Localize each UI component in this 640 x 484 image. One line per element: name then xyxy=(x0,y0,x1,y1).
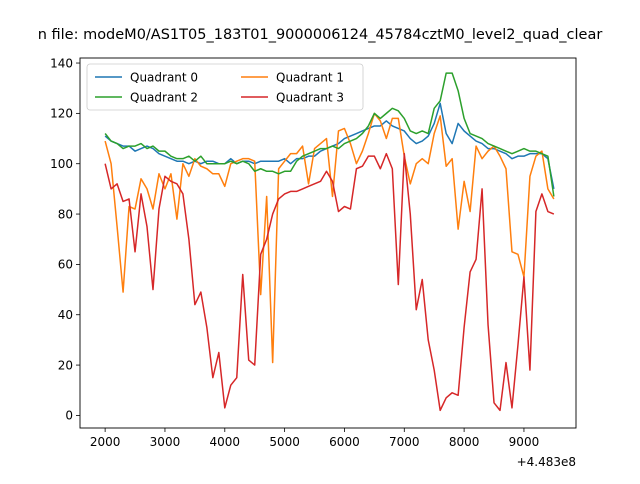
legend: Quadrant 0 Quadrant 1 Quadrant 2 Quadrant 3 xyxy=(86,63,364,111)
x-tick-label: 2000 xyxy=(90,435,121,449)
x-tick-label: 9000 xyxy=(509,435,540,449)
y-tick-label: 60 xyxy=(58,258,73,272)
x-tick-label: 7000 xyxy=(389,435,420,449)
plot-frame xyxy=(79,57,577,429)
y-tick-label: 140 xyxy=(50,56,73,70)
x-tick-label: 4000 xyxy=(210,435,241,449)
x-axis-offset-label: +4.483e8 xyxy=(517,455,576,469)
x-tick-label: 8000 xyxy=(449,435,480,449)
x-tick-label: 6000 xyxy=(329,435,360,449)
series-line-quadrant-3 xyxy=(104,152,555,412)
x-tick-label: 5000 xyxy=(269,435,300,449)
x-tick-label: 3000 xyxy=(150,435,181,449)
legend-box xyxy=(86,63,364,111)
y-axis: 0 20 40 60 80 100 120 140 xyxy=(50,56,80,423)
plot-area xyxy=(104,72,555,412)
legend-label-quadrant-1: Quadrant 1 xyxy=(276,70,344,84)
series-line-quadrant-1 xyxy=(104,112,555,364)
x-axis: 2000 3000 4000 5000 6000 7000 8000 9000 xyxy=(90,428,539,449)
chart-title: n file: modeM0/AS1T05_183T01_9000006124_… xyxy=(38,27,603,43)
series-line-quadrant-2 xyxy=(104,72,555,197)
legend-label-quadrant-3: Quadrant 3 xyxy=(276,90,344,104)
y-tick-label: 100 xyxy=(50,157,73,171)
y-tick-label: 0 xyxy=(65,409,73,423)
y-tick-label: 120 xyxy=(50,107,73,121)
legend-label-quadrant-2: Quadrant 2 xyxy=(130,90,198,104)
y-tick-label: 20 xyxy=(58,358,73,372)
y-tick-label: 40 xyxy=(58,308,73,322)
legend-label-quadrant-0: Quadrant 0 xyxy=(130,70,198,84)
y-tick-label: 80 xyxy=(58,207,73,221)
